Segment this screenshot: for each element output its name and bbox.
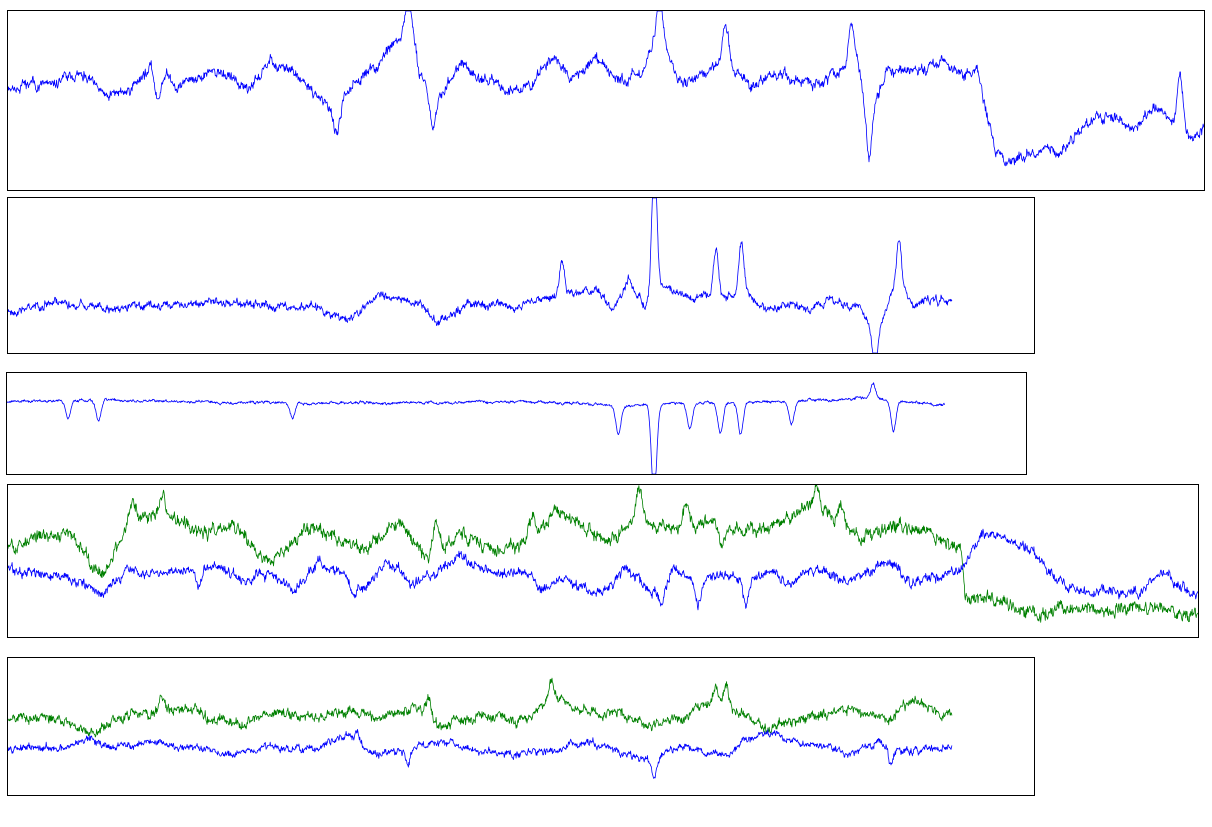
signal-panel-4 [7, 484, 1199, 638]
series-line-1 [8, 485, 1198, 623]
signal-panel-2 [7, 197, 1035, 354]
signal-panel-5 [7, 657, 1035, 796]
series-line-2 [8, 729, 953, 779]
signal-panel-1 [7, 10, 1205, 191]
signal-chart-5 [8, 677, 953, 779]
signal-chart-1 [8, 11, 1204, 167]
series-line-1 [7, 382, 945, 474]
signal-chart-2 [8, 198, 953, 353]
signal-chart-3 [7, 382, 945, 474]
signal-panel-3 [6, 372, 1027, 475]
series-line-2 [8, 528, 1198, 611]
signal-chart-4 [8, 485, 1198, 623]
series-line-1 [8, 198, 953, 353]
series-line-1 [8, 677, 953, 738]
series-line-1 [8, 11, 1204, 167]
